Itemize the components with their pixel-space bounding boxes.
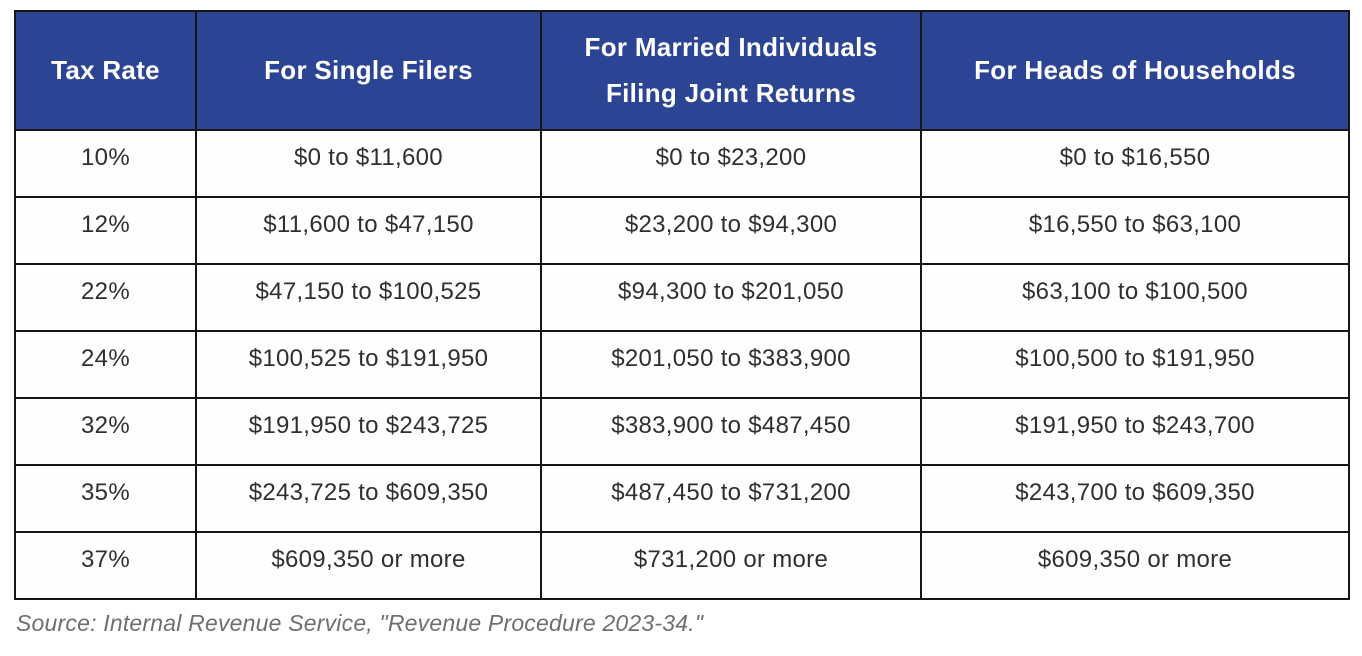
table-row: 35% $243,725 to $609,350 $487,450 to $73… [14,464,1350,533]
cell-single-filers: $243,725 to $609,350 [195,464,542,533]
cell-married-joint: $487,450 to $731,200 [540,464,922,533]
table-row: 24% $100,525 to $191,950 $201,050 to $38… [14,330,1350,399]
table-header: Tax Rate For Single Filers For Married I… [14,10,1350,131]
table-row: 37% $609,350 or more $731,200 or more $6… [14,531,1350,600]
table-body: 10% $0 to $11,600 $0 to $23,200 $0 to $1… [14,129,1350,600]
cell-single-filers: $100,525 to $191,950 [195,330,542,399]
cell-single-filers: $47,150 to $100,525 [195,263,542,332]
cell-tax-rate: 22% [14,263,197,332]
cell-tax-rate: 10% [14,129,197,198]
table-row: 32% $191,950 to $243,725 $383,900 to $48… [14,397,1350,466]
cell-heads-of-households: $243,700 to $609,350 [920,464,1350,533]
cell-tax-rate: 12% [14,196,197,265]
cell-married-joint: $94,300 to $201,050 [540,263,922,332]
cell-heads-of-households: $16,550 to $63,100 [920,196,1350,265]
cell-tax-rate: 32% [14,397,197,466]
cell-single-filers: $191,950 to $243,725 [195,397,542,466]
table-row: 12% $11,600 to $47,150 $23,200 to $94,30… [14,196,1350,265]
column-header-heads-of-households: For Heads of Households [920,10,1350,131]
tax-brackets-table: Tax Rate For Single Filers For Married I… [14,10,1350,600]
cell-tax-rate: 35% [14,464,197,533]
cell-married-joint: $0 to $23,200 [540,129,922,198]
column-header-single-filers: For Single Filers [195,10,542,131]
cell-heads-of-households: $0 to $16,550 [920,129,1350,198]
header-row: Tax Rate For Single Filers For Married I… [14,10,1350,131]
cell-single-filers: $11,600 to $47,150 [195,196,542,265]
cell-married-joint: $383,900 to $487,450 [540,397,922,466]
cell-heads-of-households: $191,950 to $243,700 [920,397,1350,466]
cell-heads-of-households: $100,500 to $191,950 [920,330,1350,399]
cell-tax-rate: 37% [14,531,197,600]
source-note: Source: Internal Revenue Service, "Reven… [16,610,704,636]
cell-tax-rate: 24% [14,330,197,399]
cell-married-joint: $201,050 to $383,900 [540,330,922,399]
table-row: 22% $47,150 to $100,525 $94,300 to $201,… [14,263,1350,332]
table-row: 10% $0 to $11,600 $0 to $23,200 $0 to $1… [14,129,1350,198]
cell-single-filers: $609,350 or more [195,531,542,600]
cell-married-joint: $731,200 or more [540,531,922,600]
cell-heads-of-households: $63,100 to $100,500 [920,263,1350,332]
cell-single-filers: $0 to $11,600 [195,129,542,198]
cell-married-joint: $23,200 to $94,300 [540,196,922,265]
cell-heads-of-households: $609,350 or more [920,531,1350,600]
column-header-married-joint: For Married Individuals Filing Joint Ret… [540,10,922,131]
column-header-tax-rate: Tax Rate [14,10,197,131]
